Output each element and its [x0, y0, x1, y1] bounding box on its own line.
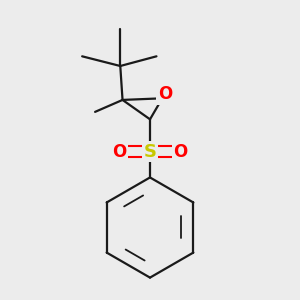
Text: O: O: [112, 142, 126, 160]
Text: O: O: [158, 85, 172, 103]
Text: O: O: [174, 142, 188, 160]
Text: S: S: [143, 142, 157, 160]
